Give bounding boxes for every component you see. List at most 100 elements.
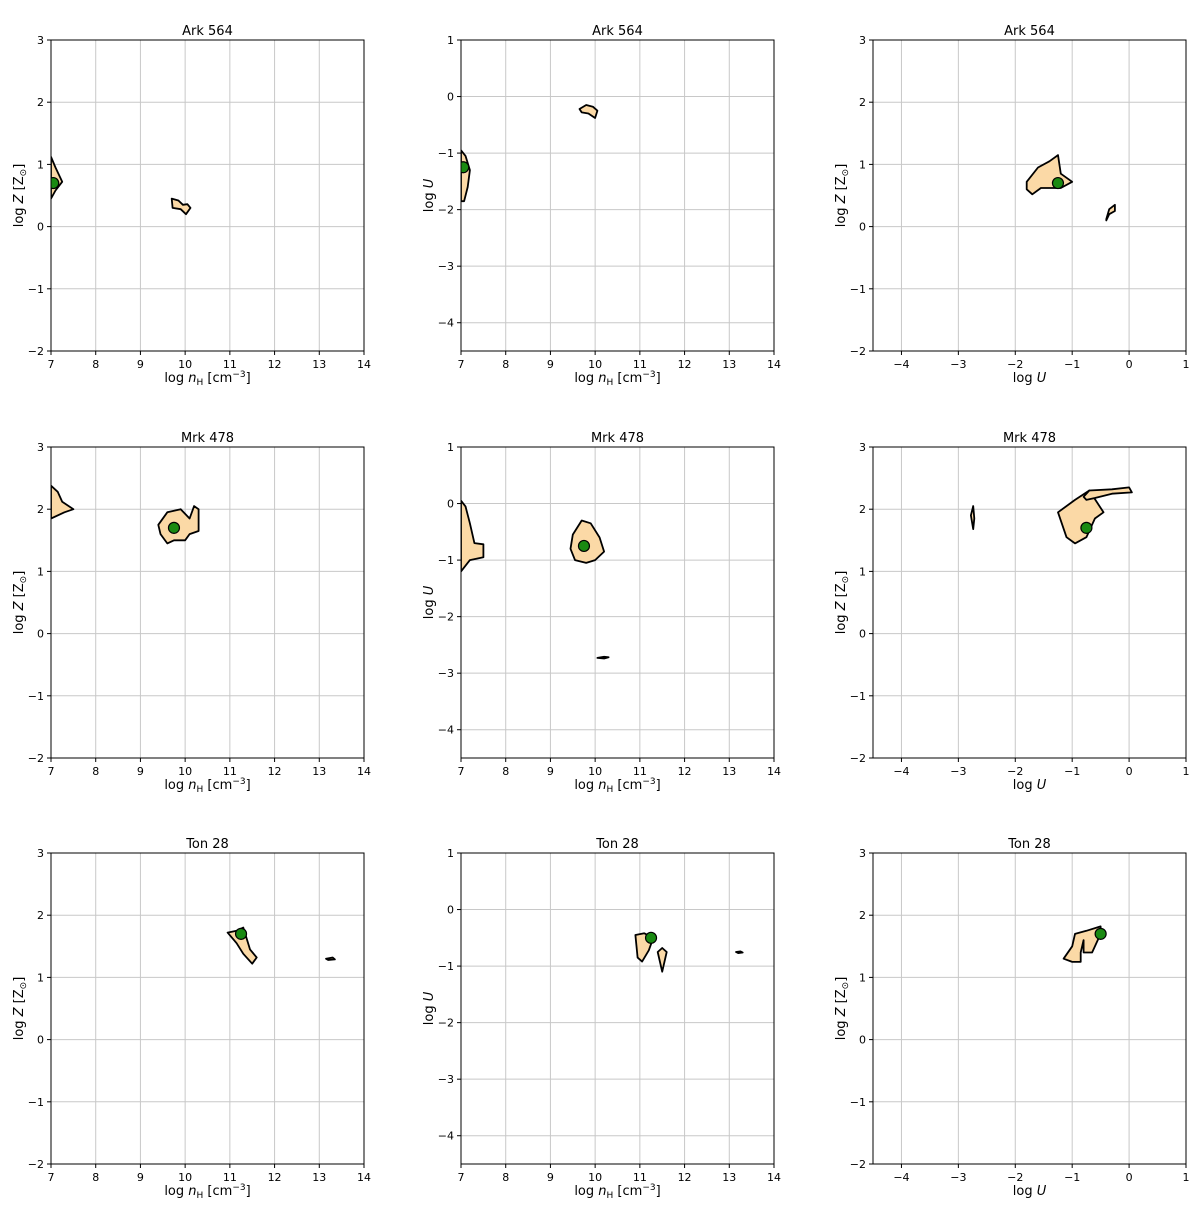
confidence-region xyxy=(461,149,471,203)
y-tick-label: −2 xyxy=(438,611,454,624)
y-tick-label: 2 xyxy=(37,96,44,109)
y-tick-label: 1 xyxy=(859,158,866,171)
x-tick-label: 10 xyxy=(178,765,192,778)
plot-frame xyxy=(872,852,1187,1165)
x-tick-label: 9 xyxy=(137,358,144,371)
best-fit-point xyxy=(167,521,181,534)
x-axis-label: log nH [cm−3] xyxy=(574,370,660,388)
x-tick-label: 13 xyxy=(722,1171,736,1184)
x-tick-label: 8 xyxy=(502,1171,509,1184)
y-tick-label: 2 xyxy=(859,909,866,922)
panel-5: 7 8 9 10 11 12 13 14 −4 −3 −2 −1 0 1 Mrk 478 log nH [cm… xyxy=(422,431,781,795)
y-tick-label: 2 xyxy=(859,503,866,516)
confidence-region xyxy=(1025,154,1074,196)
y-tick-label: −2 xyxy=(850,1158,866,1171)
regions xyxy=(226,926,336,965)
x-axis-label: log nH [cm−3] xyxy=(574,777,660,795)
y-tick-label: 3 xyxy=(859,441,866,454)
confidence-region xyxy=(1057,489,1105,545)
x-tick-label: 11 xyxy=(633,358,647,371)
confidence-region xyxy=(578,104,599,119)
x-tick-label: −2 xyxy=(1007,1171,1023,1184)
y-tick-label: −1 xyxy=(28,690,44,703)
y-tick-label: 3 xyxy=(37,34,44,47)
x-tick-label: −4 xyxy=(893,765,909,778)
plot-frame xyxy=(460,39,775,352)
regions xyxy=(461,104,599,203)
plot-frame xyxy=(872,39,1187,352)
y-tick-label: 1 xyxy=(859,971,866,984)
y-tick-label: −1 xyxy=(438,554,454,567)
y-tick-label: 3 xyxy=(37,847,44,860)
y-tick-label: −2 xyxy=(438,204,454,217)
x-tick-label: 10 xyxy=(178,358,192,371)
y-tick-label: 0 xyxy=(37,1034,44,1047)
x-tick-label: 14 xyxy=(767,358,781,371)
x-tick-label: 7 xyxy=(458,358,465,371)
x-tick-label: 13 xyxy=(312,358,326,371)
x-tick-label: 14 xyxy=(357,1171,371,1184)
y-tick-label: −4 xyxy=(438,317,454,330)
x-axis-label: log nH [cm−3] xyxy=(164,1183,250,1201)
y-axis-label: log U xyxy=(422,991,437,1025)
best-fit-point xyxy=(1051,176,1065,190)
y-tick-label: −3 xyxy=(438,260,454,273)
x-tick-label: 10 xyxy=(588,765,602,778)
y-tick-label: 0 xyxy=(37,628,44,641)
y-tick-label: 3 xyxy=(859,34,866,47)
y-axis-label: log Z [Z⊙] xyxy=(12,571,29,635)
confidence-region xyxy=(51,484,75,520)
x-tick-label: −3 xyxy=(950,765,966,778)
y-tick-label: −1 xyxy=(850,690,866,703)
x-tick-label: 11 xyxy=(223,765,237,778)
x-tick-label: 8 xyxy=(92,358,99,371)
x-tick-label: 9 xyxy=(547,358,554,371)
x-tick-label: −1 xyxy=(1064,358,1080,371)
x-tick-label: 12 xyxy=(678,765,692,778)
y-tick-label: 0 xyxy=(859,1034,866,1047)
panel-title: Mrk 478 xyxy=(1003,431,1056,446)
x-tick-label: 10 xyxy=(588,358,602,371)
y-tick-label: 2 xyxy=(859,96,866,109)
x-tick-label: 14 xyxy=(767,1171,781,1184)
panel-3: −4 −3 −2 −1 0 1 −2 −1 0 1 2 3 Ark 564 log U log Z [Z⊙] xyxy=(834,24,1190,386)
y-axis-label: log Z [Z⊙] xyxy=(834,977,851,1041)
y-tick-label: −2 xyxy=(850,752,866,765)
x-tick-label: 9 xyxy=(547,765,554,778)
confidence-region xyxy=(596,655,610,660)
confidence-region xyxy=(735,950,744,954)
y-tick-label: 2 xyxy=(37,909,44,922)
y-tick-label: 0 xyxy=(859,628,866,641)
panel-title: Mrk 478 xyxy=(181,431,234,446)
panel-title: Ton 28 xyxy=(1007,837,1051,852)
confidence-region xyxy=(170,197,192,216)
regions xyxy=(634,931,744,973)
panel-title: Mrk 478 xyxy=(591,431,644,446)
x-tick-label: −4 xyxy=(893,358,909,371)
x-tick-label: 0 xyxy=(1126,1171,1133,1184)
best-fit-point xyxy=(234,927,248,940)
y-axis-label: log Z [Z⊙] xyxy=(834,571,851,635)
y-axis-label: log U xyxy=(422,178,437,212)
x-tick-label: 11 xyxy=(633,765,647,778)
x-axis-label: log nH [cm−3] xyxy=(164,370,250,388)
y-tick-label: −2 xyxy=(28,345,44,358)
x-tick-label: 10 xyxy=(588,1171,602,1184)
x-tick-label: 12 xyxy=(268,765,282,778)
y-tick-label: 0 xyxy=(447,91,454,104)
regions xyxy=(51,155,192,216)
x-axis-label: log nH [cm−3] xyxy=(164,777,250,795)
confidence-region xyxy=(461,499,485,573)
x-axis-label: log U xyxy=(1013,371,1047,386)
x-axis-label: log U xyxy=(1013,1184,1047,1199)
y-tick-label: −2 xyxy=(850,345,866,358)
plot-frame xyxy=(460,446,775,759)
x-tick-label: 1 xyxy=(1183,1171,1190,1184)
best-fit-point xyxy=(461,161,470,174)
x-tick-label: −1 xyxy=(1064,765,1080,778)
regions xyxy=(461,499,610,660)
y-tick-label: −2 xyxy=(438,1017,454,1030)
panel-title: Ton 28 xyxy=(185,837,229,852)
plot-frame xyxy=(50,39,365,352)
